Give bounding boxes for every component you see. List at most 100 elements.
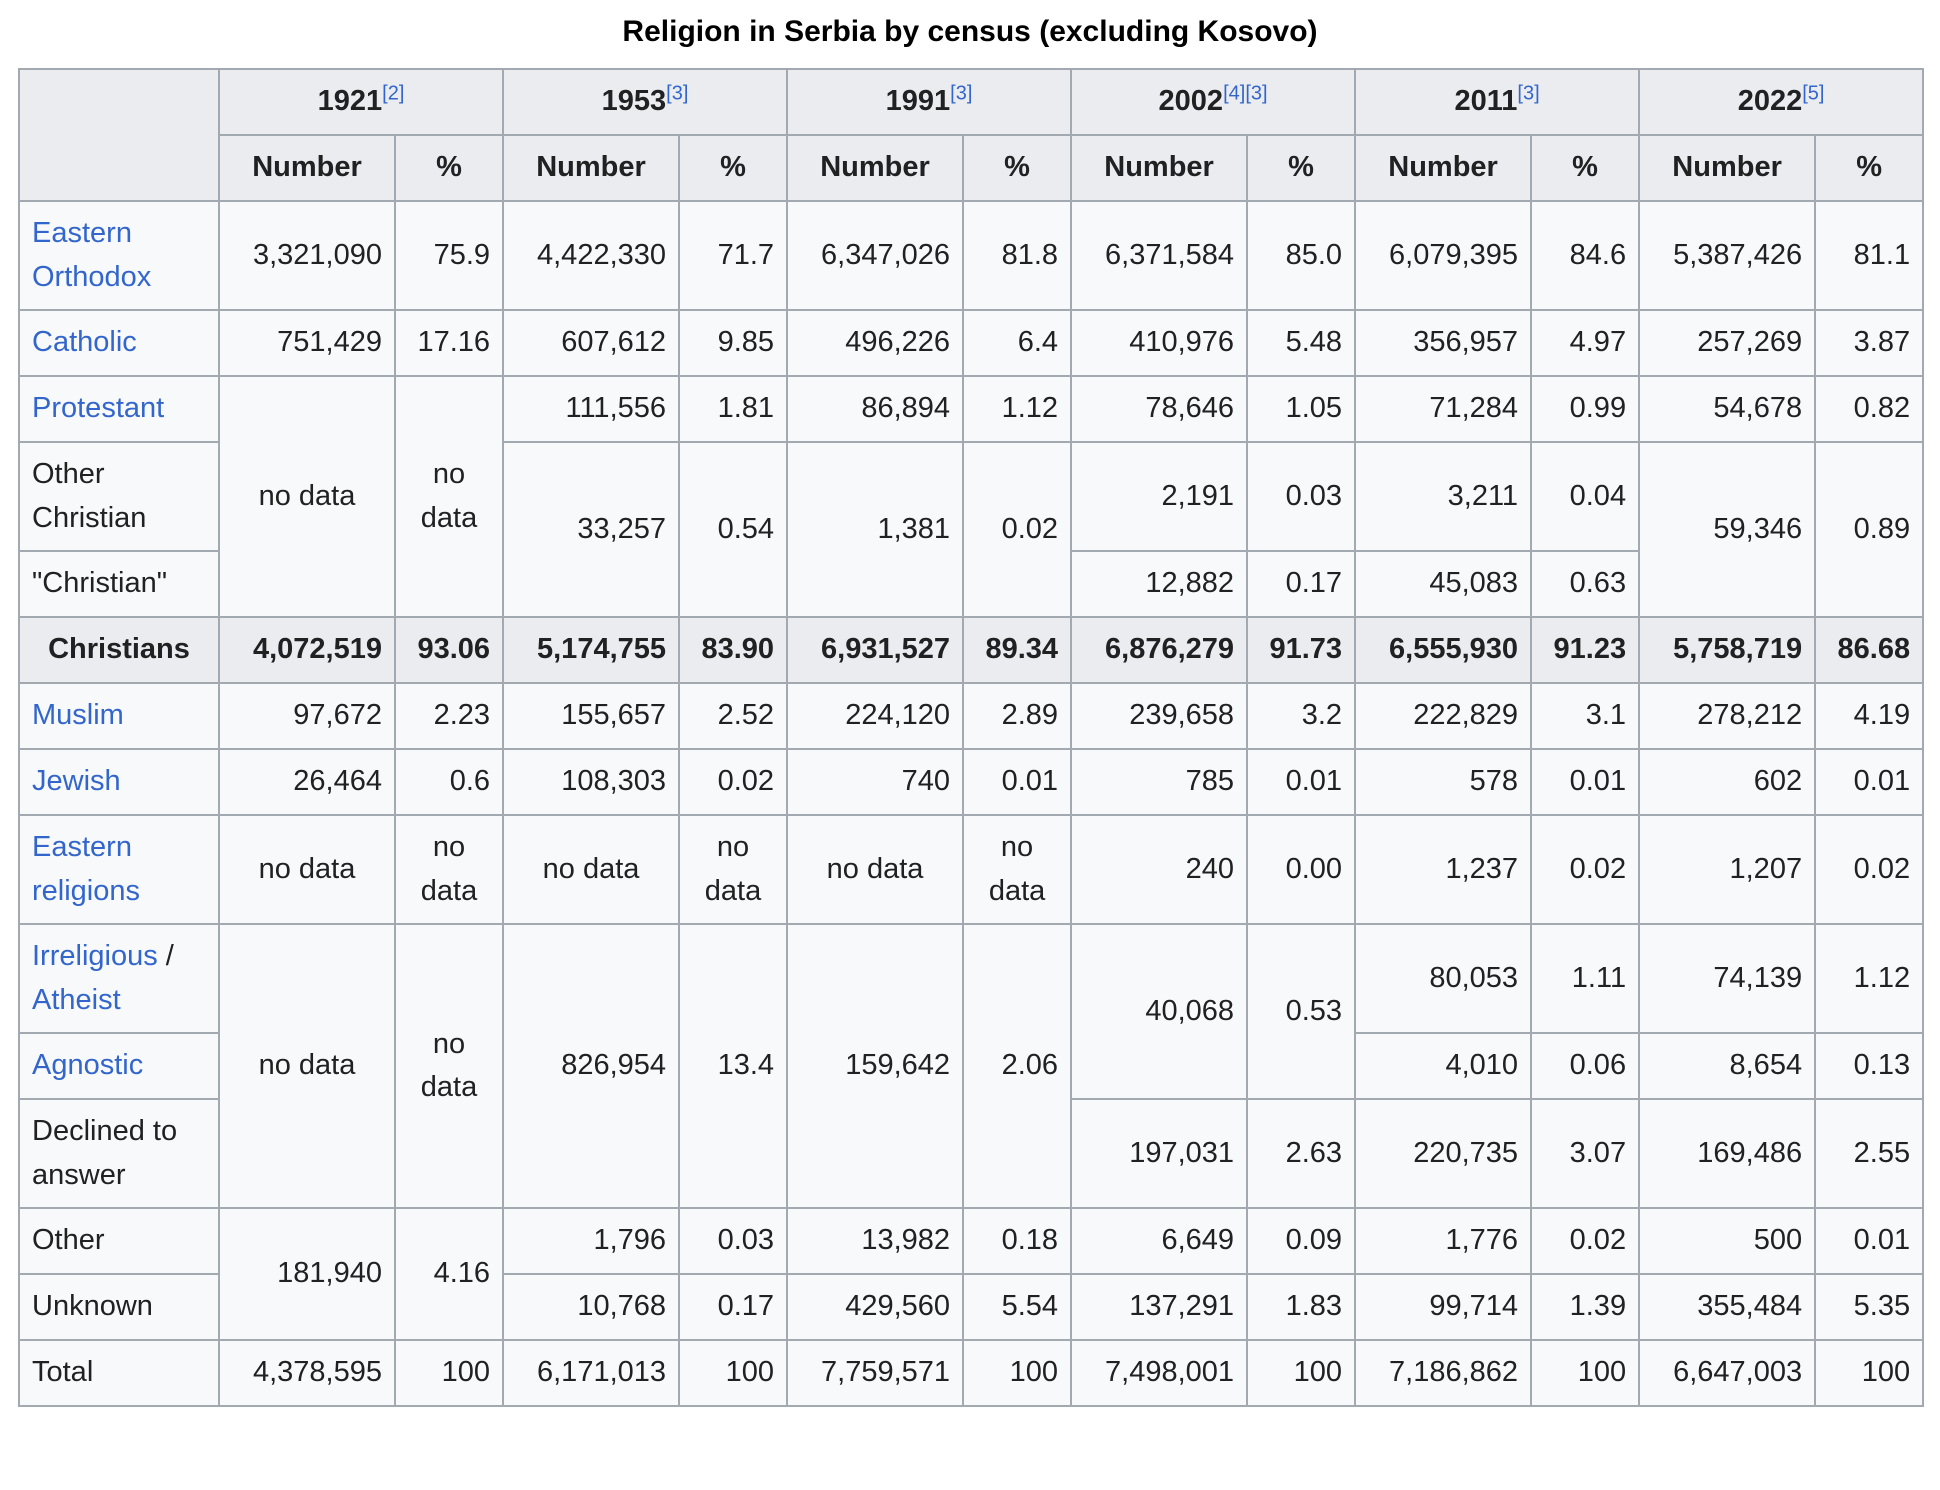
data-cell: 0.06 — [1530, 1032, 1641, 1100]
data-cell: 607,612 — [502, 309, 681, 377]
data-cell: 4,378,595 — [218, 1339, 396, 1407]
no-data-cell: no data — [218, 814, 396, 925]
data-cell: 13,982 — [786, 1207, 965, 1275]
row-label-catholic-link[interactable]: Catholic — [32, 326, 137, 359]
data-cell: 1,796 — [502, 1207, 681, 1275]
row-label-muslim-link[interactable]: Muslim — [32, 699, 124, 732]
data-cell: 2.55 — [1814, 1098, 1925, 1209]
reference-link[interactable]: [4] — [1223, 82, 1246, 105]
row-jewish: Jewish 26,464 0.6 108,303 0.02 740 0.01 785 0.01… — [18, 748, 1925, 816]
data-cell: 12,882 — [1070, 550, 1249, 618]
data-cell: 6,371,584 — [1070, 200, 1249, 311]
data-cell: 2.23 — [393, 682, 505, 750]
data-cell: 1.12 — [962, 375, 1073, 443]
row-label-jewish-link[interactable]: Jewish — [32, 765, 121, 798]
data-cell: 240 — [1070, 814, 1249, 925]
census-table-head: 1921[2] 1953[3] 1991[3] 2002[4][3] 2011[3] 20… — [18, 68, 1925, 202]
data-cell: 0.01 — [962, 748, 1073, 816]
data-cell: 17.16 — [393, 309, 505, 377]
data-cell: 4,072,519 — [218, 616, 396, 684]
row-label-eastern-orthodox-link[interactable]: Eastern Orthodox — [32, 217, 152, 293]
reference-superscript[interactable]: [4] — [1223, 83, 1245, 105]
reference-superscript[interactable]: [3] — [666, 83, 688, 105]
data-cell: 496,226 — [786, 309, 965, 377]
data-cell: 2.06 — [962, 923, 1073, 1209]
subheader-percent-2011: % — [1530, 134, 1641, 202]
row-other: Other 181,940 4.16 1,796 0.03 13,982 0.18 6,649… — [18, 1207, 1925, 1341]
data-cell: 137,291 — [1070, 1273, 1249, 1341]
reference-link[interactable]: [2] — [382, 82, 405, 105]
atheist-link[interactable]: Atheist — [32, 983, 121, 1016]
reference-superscript[interactable]: [3] — [1245, 83, 1267, 105]
reference-link[interactable]: [3] — [950, 82, 973, 105]
data-cell: 8,654 — [1638, 1032, 1817, 1100]
no-data-cell: no data — [393, 814, 505, 925]
data-cell: 100 — [962, 1339, 1073, 1407]
reference-link[interactable]: [3] — [666, 82, 689, 105]
reference-superscript[interactable]: [3] — [1517, 83, 1539, 105]
data-cell: 1.81 — [678, 375, 789, 443]
row-label-agnostic: Agnostic — [18, 1032, 220, 1100]
data-cell: 751,429 — [218, 309, 396, 377]
data-cell: 785 — [1070, 748, 1249, 816]
data-cell: 100 — [678, 1339, 789, 1407]
reference-superscript[interactable]: [3] — [950, 83, 972, 105]
data-cell: 0.03 — [1246, 441, 1357, 552]
data-cell: 26,464 — [218, 748, 396, 816]
data-cell: 7,759,571 — [786, 1339, 965, 1407]
no-data-cell: no data — [393, 375, 505, 618]
data-cell: 3,211 — [1354, 441, 1533, 552]
data-cell: 159,642 — [786, 923, 965, 1209]
data-cell: 257,269 — [1638, 309, 1817, 377]
reference-superscript[interactable]: [5] — [1802, 83, 1824, 105]
data-cell: 5,387,426 — [1638, 200, 1817, 311]
row-label-christian-quoted: "Christian" — [18, 550, 220, 618]
subheader-percent-2022: % — [1814, 134, 1925, 202]
data-cell: 155,657 — [502, 682, 681, 750]
year-header-1991: 1991[3] — [786, 68, 1073, 136]
irreligious-link[interactable]: Irreligious — [32, 940, 158, 972]
data-cell: 410,976 — [1070, 309, 1249, 377]
data-cell: 5.54 — [962, 1273, 1073, 1341]
row-christians-total: Christians 4,072,519 93.06 5,174,755 83.90 6,… — [18, 616, 1925, 684]
data-cell: 6,647,003 — [1638, 1339, 1817, 1407]
data-cell: 578 — [1354, 748, 1533, 816]
row-label-protestant-link[interactable]: Protestant — [32, 392, 165, 425]
data-cell: 3.1 — [1530, 682, 1641, 750]
data-cell: 91.73 — [1246, 616, 1357, 684]
data-cell: 7,498,001 — [1070, 1339, 1249, 1407]
data-cell: 3.2 — [1246, 682, 1357, 750]
data-cell: 93.06 — [393, 616, 505, 684]
religion-census-table: 1921[2] 1953[3] 1991[3] 2002[4][3] 2011[3] 20… — [18, 68, 1925, 1407]
data-cell: 0.02 — [1814, 814, 1925, 925]
data-cell: 59,346 — [1638, 441, 1817, 618]
reference-superscript[interactable]: [2] — [382, 83, 404, 105]
row-protestant: Protestant no data no data 111,556 1.81 86,89… — [18, 375, 1925, 618]
data-cell: 5,758,719 — [1638, 616, 1817, 684]
data-cell: 169,486 — [1638, 1098, 1817, 1209]
data-cell: 0.02 — [678, 748, 789, 816]
data-cell: 826,954 — [502, 923, 681, 1209]
no-data-cell: no data — [962, 814, 1073, 925]
data-cell: 13.4 — [678, 923, 789, 1209]
row-label-irreligious-atheist: Irreligious / Atheist — [18, 923, 220, 1034]
data-cell: 6,347,026 — [786, 200, 965, 311]
row-label-eastern-religions-link[interactable]: Eastern religions — [32, 831, 140, 907]
data-cell: 3.07 — [1530, 1098, 1641, 1209]
row-eastern-religions: Eastern religions no data no data no data no… — [18, 814, 1925, 925]
data-cell: 224,120 — [786, 682, 965, 750]
reference-link[interactable]: [3] — [1517, 82, 1540, 105]
reference-link[interactable]: [3] — [1245, 82, 1268, 105]
row-label-agnostic-link[interactable]: Agnostic — [32, 1049, 144, 1082]
data-cell: 6,555,930 — [1354, 616, 1533, 684]
reference-link[interactable]: [5] — [1802, 82, 1825, 105]
data-cell: 429,560 — [786, 1273, 965, 1341]
data-cell: 100 — [1530, 1339, 1641, 1407]
subheader-percent-1921: % — [393, 134, 505, 202]
row-unknown: Unknown 10,768 0.17 429,560 5.54 137,291 1.83 9… — [18, 1273, 1925, 1341]
data-cell: 91.23 — [1530, 616, 1641, 684]
no-data-cell: no data — [393, 923, 505, 1209]
data-cell: 4.19 — [1814, 682, 1925, 750]
data-cell: 4.97 — [1530, 309, 1641, 377]
data-cell: 75.9 — [393, 200, 505, 311]
